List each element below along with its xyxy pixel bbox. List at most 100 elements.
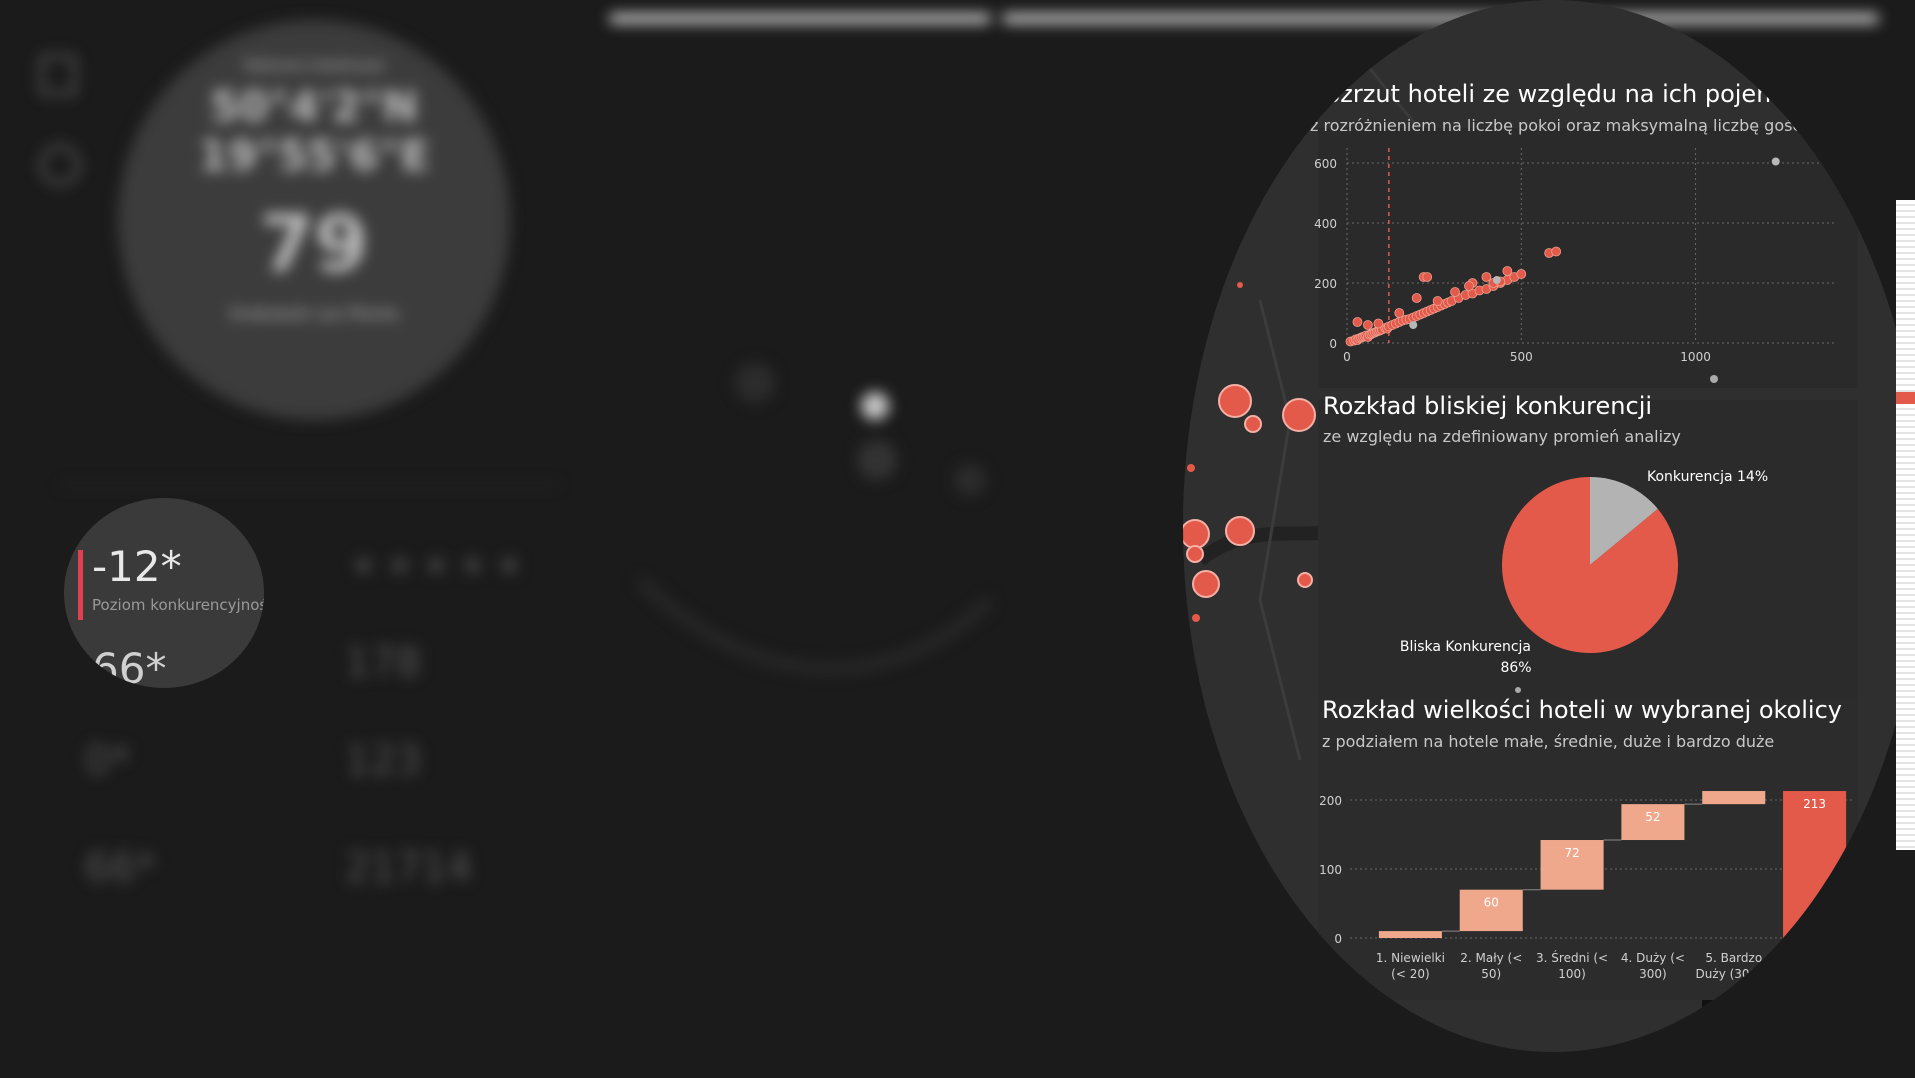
competitiveness-label: Poziom konkurencyjności (92, 596, 264, 614)
right-scrollbar[interactable] (1896, 200, 1915, 850)
latitude: 50°4'2"N (210, 82, 418, 131)
competitiveness-circle: -12* Poziom konkurencyjności 66* (64, 498, 264, 688)
map-bubble (1192, 614, 1200, 622)
scatter-point (1394, 308, 1405, 318)
pie-subtitle: ze względu na zdefiniowany promień anali… (1323, 427, 1681, 446)
waterfall-category-label: Duży (300+) (1696, 967, 1772, 981)
pie-chart: Konkurencja 14% Bliska Konkurencja 86% (1400, 469, 1768, 676)
waterfall-category-label: 300) (1639, 967, 1667, 981)
analysis-button[interactable]: Anal (1702, 1000, 1812, 1030)
pie-label-bliska: Bliska Konkurencja (1400, 639, 1531, 655)
scatter-point-grey (1409, 321, 1418, 329)
scatter-chart: 0 200 400 600 0 500 1000 (1314, 148, 1835, 364)
scatter-xtick: 1000 (1680, 350, 1711, 364)
kpi-zero: 0* (85, 738, 131, 784)
accent-bar (78, 550, 83, 620)
scatter-xtick: 500 (1510, 350, 1533, 364)
map-bubble (1187, 464, 1195, 472)
map-bubble (1186, 545, 1204, 563)
waterfall-category-label: 1. Niewielki (1376, 951, 1445, 965)
competitiveness-value: -12* (92, 542, 182, 591)
right-scroll-marker (1896, 392, 1915, 404)
waterfall-category-label: 100) (1558, 967, 1586, 981)
map-bubbles (1183, 282, 1718, 693)
map-bubble (1192, 570, 1220, 598)
waterfall-value-label: 213 (1803, 797, 1826, 811)
waterfall-ytick: 0 (1334, 932, 1342, 946)
scatter-point (1352, 317, 1363, 327)
waterfall-bar (1783, 791, 1847, 938)
star-rating: ★ ★ ★ ★ ★ (350, 548, 523, 583)
scatter-ytick: 200 (1314, 277, 1337, 291)
info-icon[interactable] (40, 145, 80, 185)
scatter-subtitle: z rozróżnieniem na liczbę pokoi oraz mak… (1310, 116, 1806, 135)
scatter-point (1363, 320, 1373, 330)
scatter-point (1411, 293, 1422, 303)
location-caption: Krakowski Las Plenta (230, 304, 398, 323)
waterfall-ytick: 100 (1319, 863, 1342, 877)
waterfall-category-label: 5. Bardzo (1705, 951, 1762, 965)
waterfall-bar (1459, 889, 1523, 932)
corner-label: Wsp (1722, 36, 1753, 52)
scatter-point (1422, 272, 1433, 282)
second-kpi-value: 66* (92, 644, 167, 688)
waterfall-category-label: 3. Średni (< (1536, 950, 1608, 965)
divider (60, 484, 560, 486)
pie-slice (1502, 477, 1679, 653)
map-bubble (1710, 375, 1718, 383)
map-bubble (1515, 687, 1521, 693)
scatter-title: Rozrzut hoteli ze względu na ich pojemno… (1310, 80, 1836, 108)
kpi-guests: 21714 (345, 845, 473, 891)
scatter-point (1450, 287, 1460, 297)
waterfall-bar (1540, 840, 1604, 890)
waterfall-category-label: 4. Duży (< (1621, 951, 1685, 965)
scatter-ytick: 0 (1329, 337, 1337, 351)
waterfall-category-label: 2. Mały (< (1460, 951, 1522, 965)
kpi-rooms: 178 (345, 640, 422, 686)
waterfall-bar (1621, 804, 1685, 841)
scatter-point (1481, 272, 1492, 282)
map-bubble (1244, 415, 1262, 433)
waterfall-subtitle: z podziałem na hotele małe, średnie, duż… (1322, 732, 1775, 751)
top-slider-left[interactable] (610, 14, 990, 23)
waterfall-title: Rozkład wielkości hoteli w wybranej okol… (1322, 696, 1842, 724)
background-map (636, 363, 994, 674)
scatter-point (1551, 246, 1562, 257)
scatter-point (1464, 281, 1474, 291)
scatter-point-grey (1492, 276, 1501, 284)
map-bubble (1237, 282, 1243, 288)
location-score: 79 (259, 200, 369, 290)
pie-label-konkurencja: Konkurencja 14% (1647, 469, 1768, 485)
map-bubble (1225, 516, 1255, 546)
waterfall-chart: 0 100 200 1. Niewielki (< 20) 60 2. Mały (< 50)… (1319, 791, 1855, 981)
scatter-ytick: 600 (1314, 157, 1337, 171)
map-bubble (1218, 384, 1252, 418)
scatter-point (1432, 296, 1443, 306)
tablet-icon[interactable] (40, 55, 76, 95)
waterfall-category-label: 50) (1481, 967, 1501, 981)
waterfall-value-label: 52 (1645, 810, 1660, 824)
scatter-point (1516, 269, 1527, 279)
scatter-point-grey (1771, 157, 1780, 166)
scatter-ytick: 400 (1314, 217, 1337, 231)
waterfall-bar (1702, 791, 1766, 805)
waterfall-value-label: 72 (1564, 846, 1579, 860)
magnifier-lens: Rozrzut hoteli ze względu na ich pojemno… (1183, 0, 1915, 1052)
waterfall-ytick: 200 (1319, 794, 1342, 808)
kpi-66b: 66* (85, 845, 156, 891)
waterfall-category-label: (< 20) (1391, 967, 1430, 981)
map-bubble (1297, 572, 1313, 588)
scatter-xtick: 0 (1343, 350, 1351, 364)
scatter-point (1373, 318, 1384, 329)
pie-label-bliska-pct: 86% (1500, 660, 1531, 676)
waterfall-category-label: Suma (1797, 951, 1831, 965)
location-label: Wybrana lokalizacja (244, 58, 384, 74)
location-circle: Wybrana lokalizacja 50°4'2"N 19°55'6"E 7… (118, 20, 510, 420)
waterfall-value-label: 60 (1484, 896, 1499, 910)
kpi-123: 123 (345, 738, 422, 784)
waterfall-bar (1378, 931, 1442, 938)
pie-slice (1590, 477, 1658, 565)
longitude: 19°55'6"E (198, 131, 430, 180)
pie-title: Rozkład bliskiej konkurencji (1323, 392, 1653, 420)
